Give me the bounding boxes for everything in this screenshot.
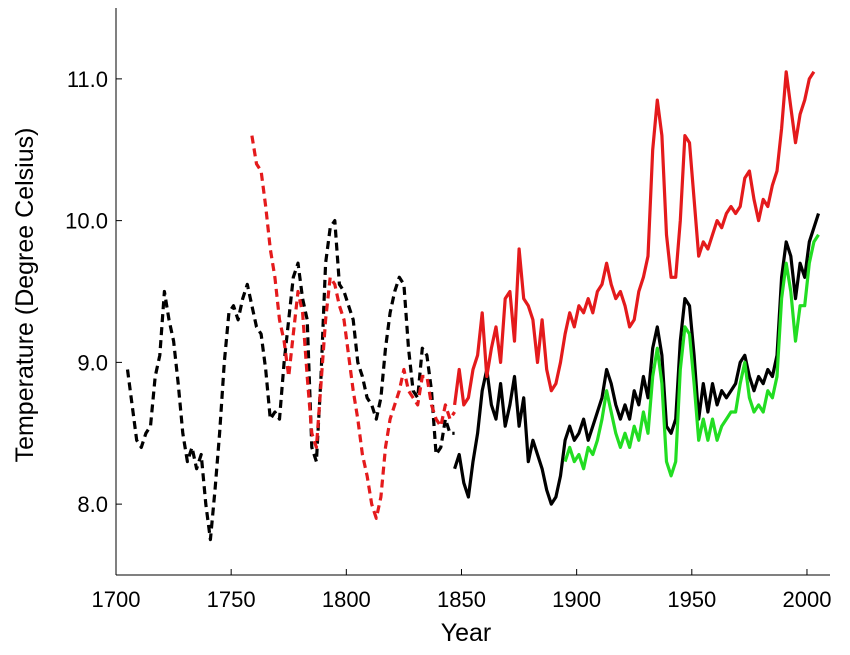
- series-line-0: [125, 219, 455, 542]
- x-tick-label: 1800: [322, 587, 371, 612]
- x-tick-label: 1750: [207, 587, 256, 612]
- y-tick-label: 10.0: [65, 209, 108, 234]
- x-tick-label: 1950: [667, 587, 716, 612]
- x-tick-label: 1850: [437, 587, 486, 612]
- ticks-layer: 1700 1750 1800 1850 1900 1950 2000 8.0 9.0 10.0 11…: [65, 67, 831, 612]
- y-tick-label: 8.0: [77, 492, 108, 517]
- y-axis-label: Temperature (Degree Celsius): [11, 128, 39, 463]
- series-line-2: [453, 213, 821, 506]
- y-tick-label: 11.0: [67, 67, 108, 92]
- axes: [115, 8, 830, 576]
- x-axis-label: Year: [441, 619, 492, 647]
- series-line-3: [453, 70, 816, 407]
- series-line-4: [563, 233, 820, 478]
- x-tick-label: 1700: [92, 587, 141, 612]
- x-tick-label: 1900: [552, 587, 601, 612]
- series-line-1: [250, 135, 456, 520]
- series-layer: [125, 70, 821, 542]
- x-tick-label: 2000: [782, 587, 831, 612]
- y-tick-label: 9.0: [77, 350, 108, 375]
